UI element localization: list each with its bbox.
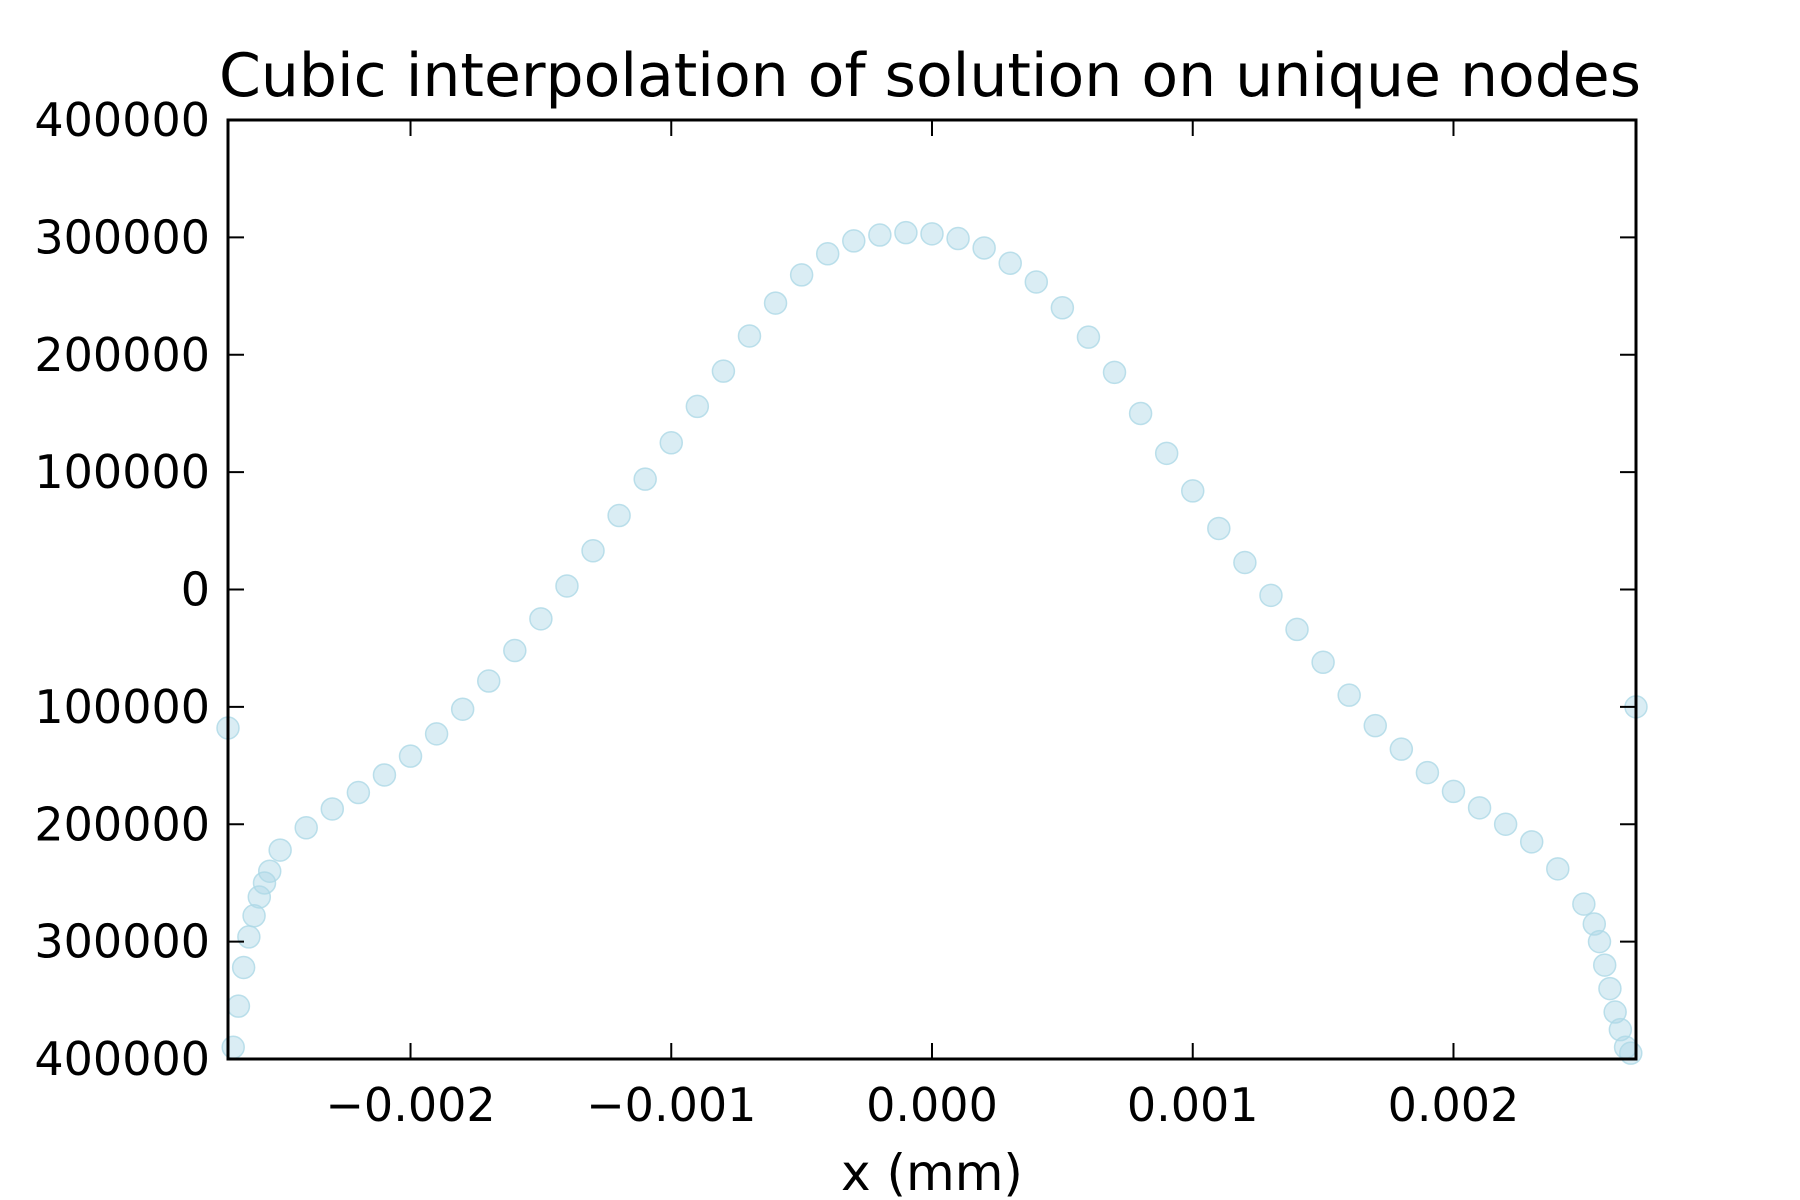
data-point [372,763,397,787]
data-point [257,859,282,883]
data-point [268,838,292,862]
data-point [1154,441,1179,466]
data-point [346,780,371,805]
data-point [294,816,318,840]
y-tick-label: 400000 [34,1032,210,1086]
data-point [894,220,918,245]
chart-title: Cubic interpolation of solution on uniqu… [219,41,1641,111]
data-point [1592,953,1617,977]
data-point [237,925,261,949]
x-tick-label: 0.001 [1127,1078,1259,1132]
data-point [1603,1000,1627,1024]
data-point [1233,550,1257,575]
y-tick-label: 200000 [34,328,210,382]
data-point [607,503,631,528]
y-tick-label: 300000 [34,915,210,969]
data-point [252,871,277,895]
data-point [1587,929,1612,954]
data-point [242,904,266,928]
x-tick-label: 0.002 [1388,1078,1520,1132]
data-point [659,431,684,455]
data-point [1102,360,1127,385]
data-point [1050,296,1075,320]
y-tick-label: 200000 [34,797,210,851]
y-tick-label: 100000 [34,680,210,734]
plot-frame [226,118,1638,1061]
data-point [972,236,996,260]
x-axis: −0.002 −0.001 0.000 0.001 0.002 [325,120,1519,1132]
data-point [1259,583,1283,608]
data-point [247,885,272,909]
x-tick-label: −0.001 [586,1078,756,1132]
data-point [763,291,788,315]
data-point [1207,516,1231,541]
x-tick-label: 0.000 [866,1078,998,1132]
y-tick-label: 0 [181,563,210,617]
data-point [842,229,866,253]
data-point [815,242,840,266]
data-point [789,263,814,287]
data-point [476,669,501,693]
data-point [529,607,553,631]
data-point [1128,401,1153,426]
data-point [1598,976,1622,1001]
data-point [1180,479,1205,503]
data-point [1024,270,1049,294]
data-point [450,697,475,721]
data-point [320,797,345,821]
data-point [711,359,736,383]
data-point [868,223,892,247]
data-point [998,251,1022,275]
data-point [1546,857,1570,881]
y-tick-label: 100000 [34,445,210,499]
x-axis-title: x (mm) [841,1144,1023,1200]
data-point [424,722,449,746]
data-point [1389,737,1414,761]
data-points [216,220,1648,1065]
data-point [1608,1017,1633,1042]
data-point [1363,713,1388,738]
data-point [946,226,970,251]
data-point [1285,617,1309,642]
data-point [633,467,657,491]
y-tick-label: 400000 [34,93,210,147]
y-axis: 400000 300000 200000 100000 0 100000 200000 300… [34,93,1636,1086]
data-point [226,994,251,1018]
data-point [1467,796,1492,820]
data-point [1519,830,1544,854]
data-point [1619,1041,1643,1065]
data-point [685,394,710,419]
data-point [1493,812,1518,836]
data-point [737,324,762,348]
data-point [231,955,256,980]
data-point [1572,892,1596,916]
data-point [555,574,579,598]
x-tick-label: −0.002 [325,1078,495,1132]
data-point [1441,779,1466,804]
data-point [1337,683,1361,707]
data-point [1582,912,1607,936]
data-point [221,1035,245,1060]
data-point [920,222,944,246]
data-point [398,744,423,768]
data-point [1076,325,1101,349]
data-point [1415,760,1440,785]
data-point [1311,650,1335,675]
data-point [503,638,527,663]
data-point [581,539,605,563]
y-tick-label: 300000 [34,210,210,264]
